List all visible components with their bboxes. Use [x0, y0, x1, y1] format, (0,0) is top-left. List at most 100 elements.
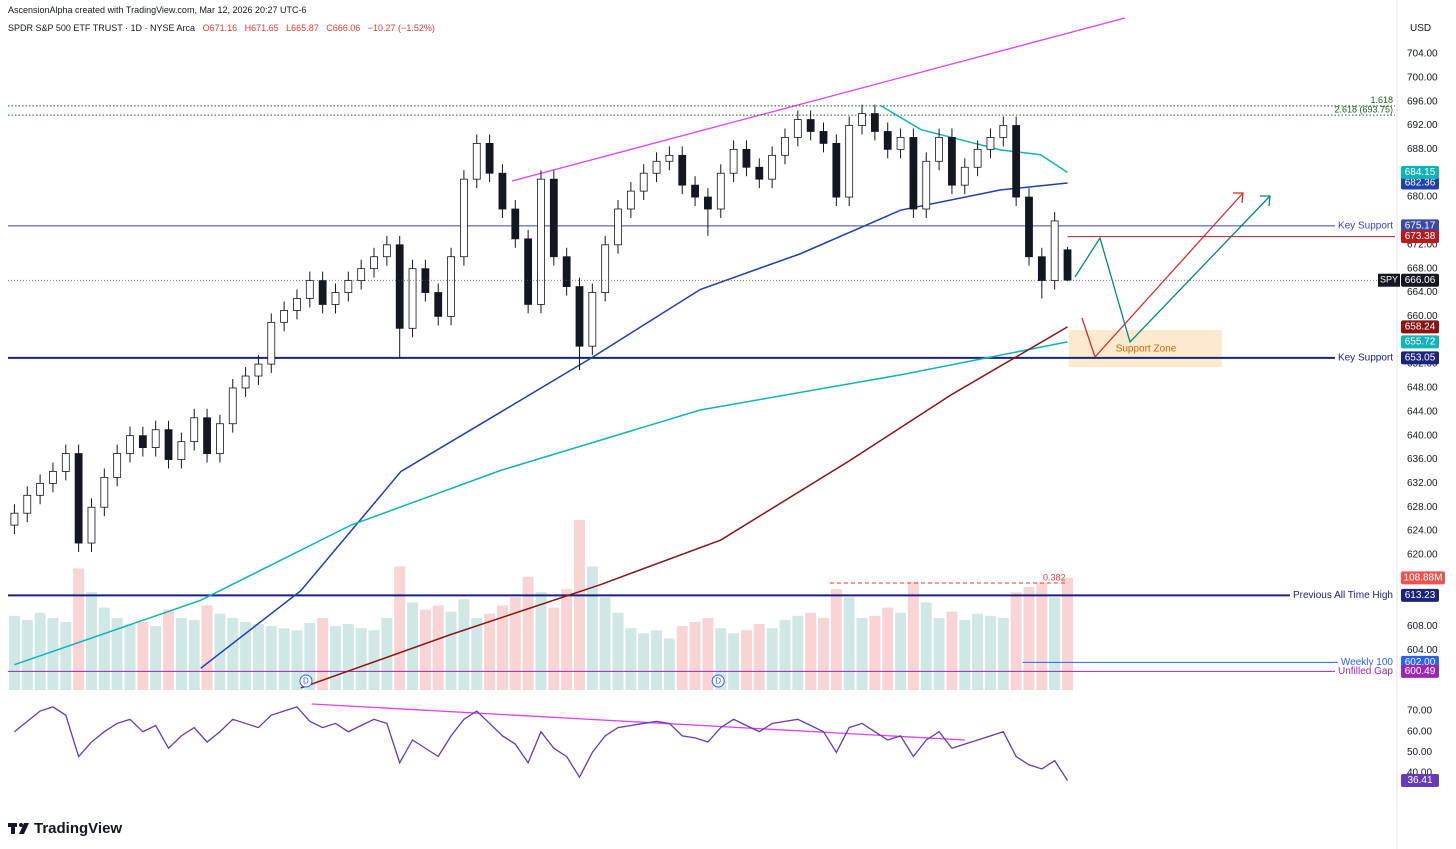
volume-bar	[869, 615, 881, 690]
candle-body	[293, 298, 301, 311]
candle-body	[806, 119, 815, 132]
volume-bar	[137, 622, 149, 690]
level-label-bg	[1289, 589, 1396, 601]
volume-bar	[111, 617, 123, 690]
volume-bar	[586, 566, 598, 690]
dividend-label: D	[303, 677, 309, 686]
ohlc: C666.06	[326, 23, 361, 33]
candle-body	[716, 172, 725, 210]
ma-value-bg	[1401, 165, 1439, 179]
candle-body	[793, 119, 802, 138]
volume-bar	[753, 624, 765, 690]
last-price-bg	[1401, 273, 1439, 287]
y-tick-label: 620.00	[1407, 550, 1438, 561]
ma-value-bg	[1401, 176, 1439, 190]
candle-body	[203, 417, 211, 454]
change: −10.27 (−1.52%)	[367, 23, 435, 33]
candle-body	[832, 142, 841, 198]
level-value: 602.00	[1405, 657, 1436, 668]
rsi-tick-label: 70.00	[1407, 706, 1432, 717]
volume-bar	[830, 589, 842, 690]
volume-bar	[535, 592, 547, 690]
support-zone	[1069, 330, 1222, 367]
candle-body	[434, 292, 443, 317]
symbol-title: SPDR S&P 500 ETF TRUST · 1D · NYSE Arca	[8, 23, 196, 33]
candle-body	[524, 238, 533, 305]
arrow-head	[1260, 195, 1271, 207]
y-tick-label: 604.00	[1407, 645, 1438, 656]
volume-bar	[689, 622, 701, 690]
y-tick-label: 628.00	[1407, 502, 1438, 513]
y-tick-label: 672.00	[1407, 239, 1438, 250]
y-tick-label: 608.00	[1407, 621, 1438, 632]
level-label-bg	[1334, 665, 1397, 677]
rsi-value-bg	[1401, 774, 1439, 788]
ma-value-bg	[1401, 335, 1439, 349]
level-label: Key Support	[1338, 221, 1393, 232]
volume-bar	[1010, 592, 1022, 690]
volume-bar	[972, 613, 984, 690]
volume-bar	[766, 628, 778, 690]
volume-bar	[458, 599, 470, 690]
candle-body	[960, 166, 969, 186]
candle-body	[948, 137, 956, 186]
candle-body	[23, 494, 32, 514]
y-tick-label: 696.00	[1407, 96, 1438, 107]
rsi-tick-label: 50.00	[1407, 747, 1432, 758]
moving-average	[200, 182, 1068, 669]
candle-body	[100, 477, 109, 508]
candle-body	[49, 471, 57, 484]
volume-bar	[997, 617, 1009, 690]
volume-bar	[60, 622, 72, 690]
candle-body	[511, 208, 520, 240]
y-tick-label: 668.00	[1407, 263, 1438, 274]
candle-body	[254, 363, 263, 377]
y-tick-label: 688.00	[1407, 144, 1438, 155]
candle-body	[986, 137, 995, 150]
volume-bar	[317, 617, 329, 690]
candle-body	[639, 172, 648, 192]
candle-body	[357, 268, 366, 281]
y-tick-label: 660.00	[1407, 311, 1438, 322]
y-tick-label: 648.00	[1407, 383, 1438, 394]
volume-bar	[227, 617, 239, 690]
volume-bar	[920, 602, 932, 690]
candle-body	[562, 256, 571, 287]
volume-bar	[85, 592, 97, 690]
volume-bar	[715, 628, 727, 690]
candle-body	[74, 453, 83, 544]
candle-body	[113, 453, 122, 478]
moving-average	[14, 341, 1068, 666]
volume-bar	[651, 630, 663, 690]
volume-bar	[150, 626, 162, 690]
candle-body	[126, 435, 134, 454]
level-value: 613.23	[1405, 590, 1436, 601]
level-value-bg	[1401, 588, 1439, 602]
level-label-bg	[1334, 352, 1397, 364]
candle-body	[883, 131, 892, 150]
level-value: 673.38	[1405, 231, 1436, 242]
volume-bar	[394, 566, 406, 690]
candle-body	[460, 178, 468, 258]
candle-body	[318, 280, 327, 305]
symbol-tag: SPY	[1380, 275, 1398, 285]
dividend-marker	[299, 674, 313, 688]
symbol-tag-bg	[1378, 273, 1400, 287]
volume-bar	[21, 619, 33, 690]
fib-label: 0.382	[1043, 572, 1066, 582]
ma-value: 684.15	[1405, 167, 1436, 178]
level-label: Unfilled Gap	[1338, 666, 1393, 677]
level-label: Weekly 100	[1341, 657, 1394, 668]
candle-body	[36, 482, 45, 496]
level-label: Previous All Time High	[1293, 590, 1393, 601]
level-label: Key Support	[1338, 352, 1393, 363]
rsi-divergence-line	[311, 703, 966, 741]
level-value-bg	[1401, 219, 1439, 233]
candle-body	[331, 292, 340, 305]
volume-bar	[124, 624, 136, 690]
volume-bar	[304, 623, 316, 690]
logo: TradingView	[34, 820, 123, 837]
volume-bar	[291, 630, 303, 690]
ma-value: 658.24	[1405, 322, 1436, 333]
volume-bar	[252, 624, 264, 690]
